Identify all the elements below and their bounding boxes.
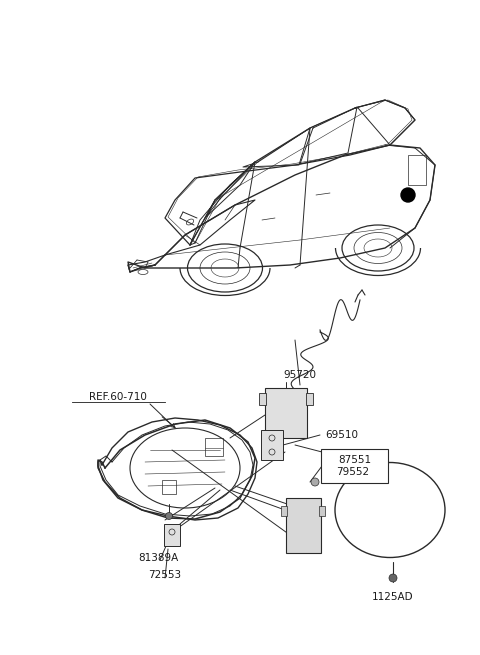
Bar bbox=[259, 393, 266, 405]
Bar bbox=[205, 438, 223, 456]
Circle shape bbox=[311, 478, 319, 486]
Bar bbox=[319, 506, 325, 516]
Text: 87551: 87551 bbox=[338, 455, 371, 465]
Text: 79552: 79552 bbox=[336, 467, 369, 477]
Bar bbox=[281, 506, 287, 516]
Bar bbox=[286, 498, 321, 553]
Bar bbox=[408, 155, 426, 185]
Bar bbox=[265, 388, 307, 438]
Text: 72553: 72553 bbox=[148, 570, 181, 580]
Text: 95720: 95720 bbox=[284, 370, 316, 380]
Circle shape bbox=[166, 512, 172, 519]
Text: REF.60-710: REF.60-710 bbox=[89, 392, 147, 402]
Bar bbox=[306, 393, 313, 405]
FancyBboxPatch shape bbox=[321, 449, 388, 483]
Text: 69510: 69510 bbox=[325, 430, 358, 440]
Bar bbox=[162, 480, 176, 494]
Bar bbox=[261, 430, 283, 460]
Bar bbox=[164, 524, 180, 546]
Circle shape bbox=[389, 574, 397, 582]
Text: 1125AD: 1125AD bbox=[372, 592, 414, 602]
Circle shape bbox=[401, 188, 415, 202]
Text: 81389A: 81389A bbox=[138, 553, 178, 563]
